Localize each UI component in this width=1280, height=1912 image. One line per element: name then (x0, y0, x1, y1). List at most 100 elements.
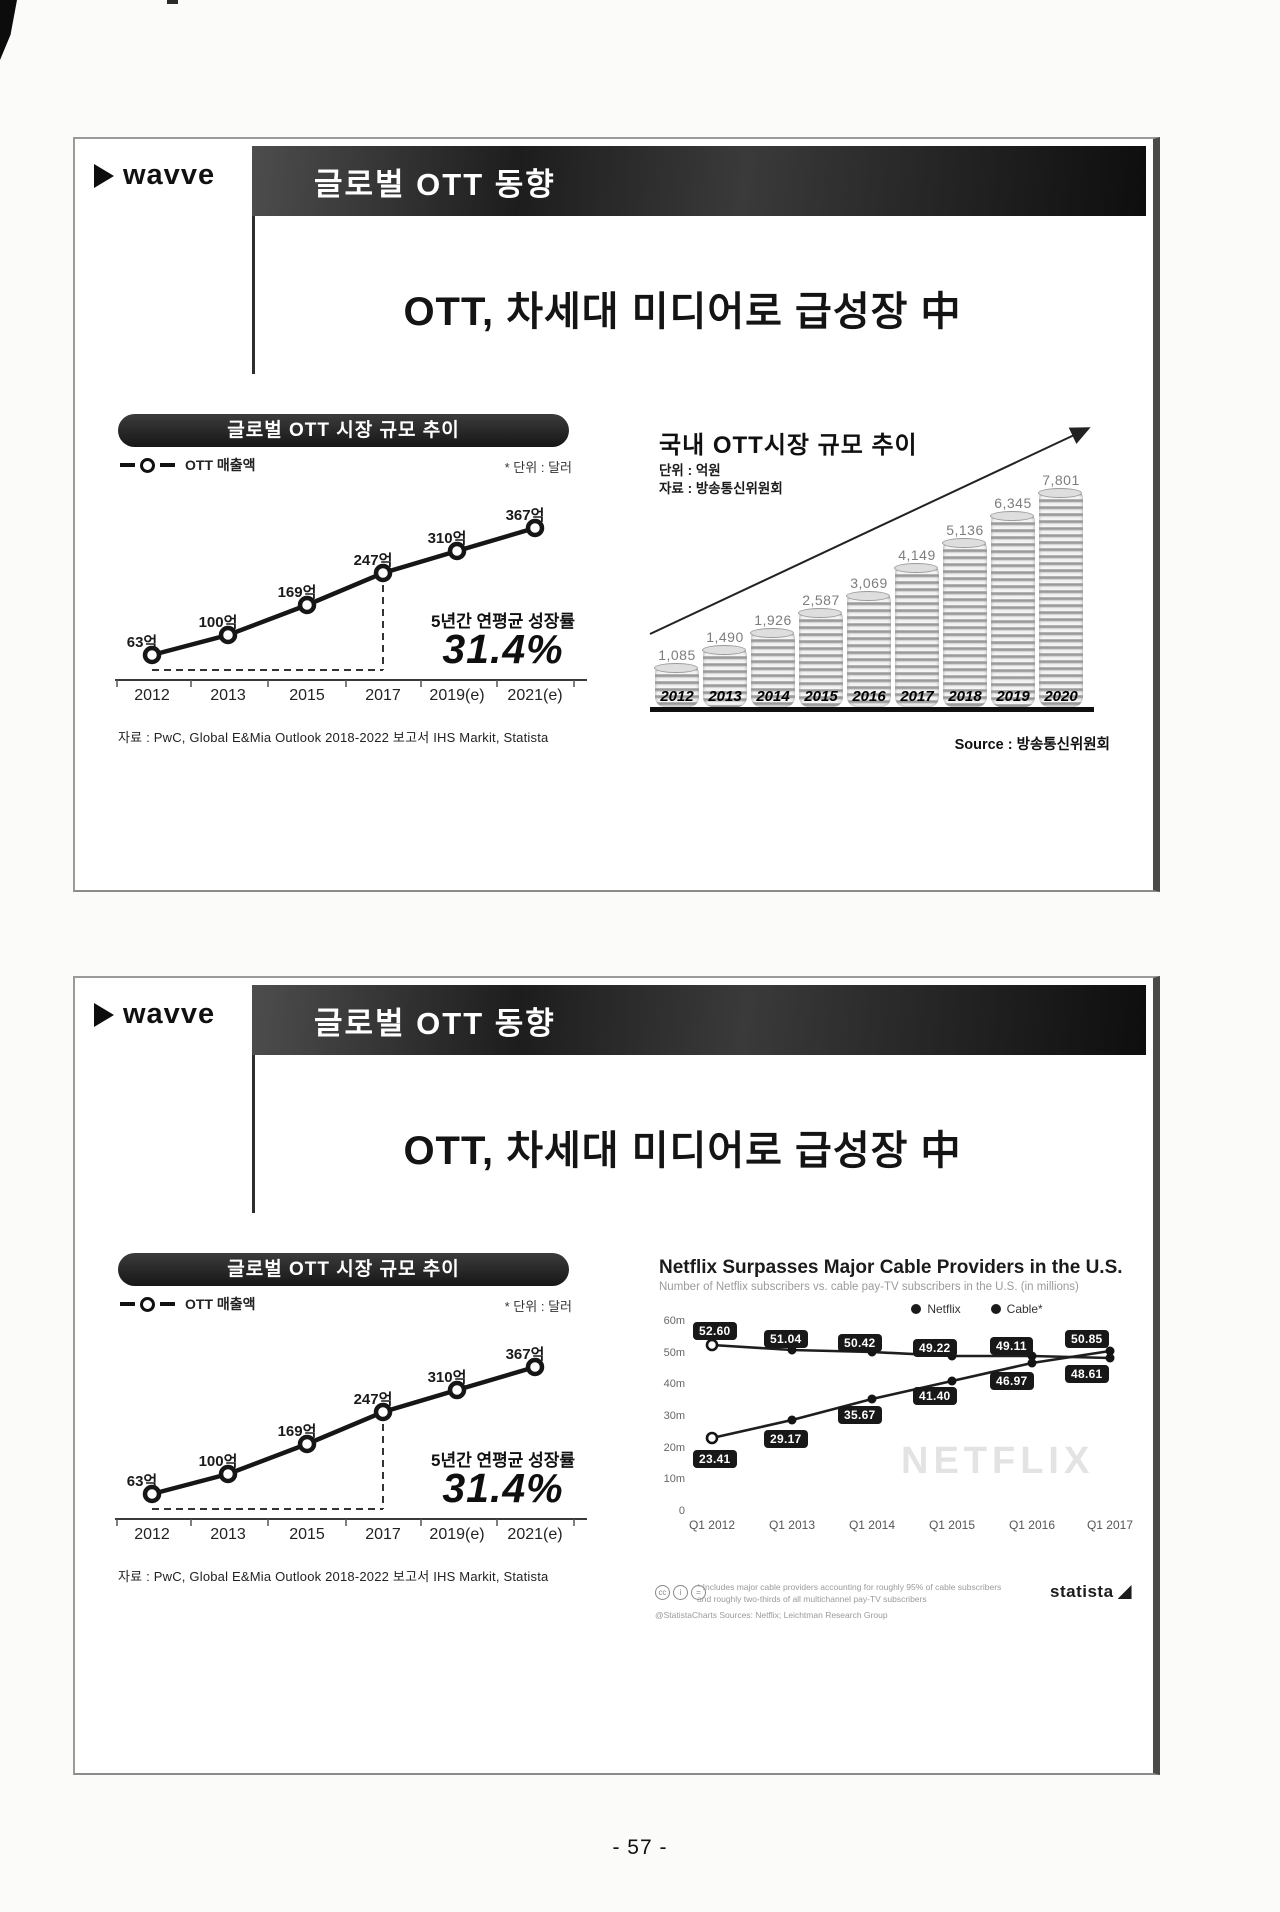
domestic-chart-source: Source : 방송통신위원회 (954, 737, 1110, 753)
y-axis-label: 0 (678, 1505, 685, 1517)
bar-value: 1,085 (658, 647, 696, 663)
bar-year: 2017 (900, 688, 934, 705)
legend-circle-icon (140, 457, 155, 473)
bar-value: 4,149 (898, 547, 936, 563)
unit-note: * 단위 : 달러 (504, 460, 572, 475)
play-icon (94, 1002, 114, 1027)
domestic-chart-source-note: 자료 : 방송통신위원회 (659, 481, 783, 496)
data-label: 310억 (427, 530, 467, 547)
coin-bar-2012 (654, 663, 699, 707)
wavve-logo-text: wavve (123, 998, 216, 1030)
legend-line-icon (160, 463, 175, 467)
y-axis-label: 30m (663, 1410, 685, 1422)
bar-value: 7,801 (1042, 472, 1080, 488)
coin-bar-2013 (702, 645, 747, 707)
cc-by-icon: i (673, 1585, 688, 1600)
legend-label: Netflix (927, 1302, 961, 1316)
scan-artifact-top (167, 0, 178, 4)
footnote-line2: and roughly two-thirds of all multichann… (697, 1594, 927, 1604)
cc-nd-icon: = (691, 1585, 706, 1600)
coin-cap (750, 628, 794, 638)
coin-cap (1038, 488, 1082, 498)
global-chart-title-pill: 글로벌 OTT 시장 규모 추이 (118, 414, 569, 447)
wavve-logo: wavve (94, 159, 215, 192)
netflix-value-chip: 50.85 (1065, 1330, 1109, 1348)
cagr-caption: 5년간 연평균 성장률 (430, 1451, 576, 1470)
slide-header-title: 글로벌 OTT 동향 (314, 1005, 556, 1041)
bar-value: 5,136 (946, 522, 984, 538)
x-axis-label: 2013 (210, 1526, 246, 1543)
cc-license-icons: cc i = (655, 1585, 706, 1600)
legend-series-label: OTT 매출액 (185, 457, 256, 473)
x-axis-label: 2012 (134, 687, 170, 704)
cagr-value: 31.4% (442, 626, 564, 672)
legend-line-icon (120, 1302, 135, 1306)
legend-label: Cable* (1006, 1302, 1043, 1316)
slide-header-bar: 글로벌 OTT 동향 (252, 146, 1146, 216)
cable-value-chip: 52.60 (693, 1322, 737, 1340)
netflix-chart-legend: Netflix Cable* (837, 1302, 1117, 1316)
x-axis-label: 2021(e) (507, 1526, 563, 1543)
data-label: 247억 (353, 552, 393, 569)
coin-cap (702, 645, 746, 655)
netflix-value-chip: 41.40 (913, 1387, 957, 1405)
data-label: 367억 (505, 1346, 545, 1363)
cable-value-chip: 49.11 (990, 1337, 1033, 1355)
x-axis-label: 2019(e) (429, 1526, 485, 1543)
header-accent-line (252, 1055, 255, 1213)
x-axis-label: Q1 2017 (1086, 1518, 1134, 1532)
data-label: 169억 (277, 1423, 317, 1440)
coin-bar-2015 (798, 608, 843, 707)
domestic-chart-title: 국내 OTT시장 규모 추이 (659, 432, 918, 459)
bar-year: 2018 (948, 688, 982, 705)
coin-cap (798, 608, 842, 618)
x-axis-label: Q1 2014 (848, 1518, 896, 1532)
slide-header-bar: 글로벌 OTT 동향 (252, 985, 1146, 1055)
x-axis-label: Q1 2016 (1008, 1518, 1056, 1532)
y-axis-label: 40m (663, 1378, 685, 1390)
netflix-chart-title: Netflix Surpasses Major Cable Providers … (659, 1257, 1123, 1278)
wavve-logo-text: wavve (123, 159, 216, 191)
coin-cap (990, 511, 1034, 521)
cable-value-chip: 51.04 (764, 1330, 808, 1348)
slide-main-title: OTT, 차세대 미디어로 급성장 中 (403, 1129, 962, 1173)
bar-year: 2014 (756, 688, 790, 705)
domestic-chart-unit: 단위 : 억원 (659, 463, 721, 478)
legend-item-netflix: Netflix (911, 1302, 961, 1316)
data-label: 100억 (198, 614, 238, 631)
cable-dot-icon (990, 1304, 1001, 1314)
coin-cap (846, 591, 890, 601)
unit-note: * 단위 : 달러 (504, 1299, 572, 1314)
netflix-dot-icon (911, 1304, 922, 1314)
netflix-chart-subtitle: Number of Netflix subscribers vs. cable … (659, 1281, 1079, 1293)
cable-value-chip: 50.42 (838, 1334, 882, 1352)
x-axis-label: Q1 2013 (768, 1518, 816, 1532)
scan-artifact-corner (0, 0, 17, 60)
global-chart-legend: OTT 매출액 (120, 455, 256, 475)
bar-year: 2012 (660, 688, 694, 705)
x-axis-label: 2013 (210, 687, 246, 704)
x-axis-label: 2015 (289, 1526, 325, 1543)
data-label: 310억 (427, 1369, 467, 1386)
slide-global-ott-trend-2: wavve 글로벌 OTT 동향 OTT, 차세대 미디어로 급성장 中 글로벌… (73, 976, 1160, 1775)
netflix-value-chip: 46.97 (990, 1372, 1034, 1390)
statista-credit: @StatistaCharts Sources: Netflix; Leicht… (655, 1610, 888, 1620)
bar-year: 2013 (708, 688, 742, 705)
footnote-line1: * Includes major cable providers account… (697, 1582, 1002, 1592)
x-axis-label: 2017 (365, 687, 401, 704)
x-axis-label: Q1 2012 (688, 1518, 736, 1532)
coin-bar-2019 (990, 511, 1035, 707)
page-number: - 57 - (612, 1836, 668, 1859)
statista-logo-mark (1117, 1585, 1132, 1599)
slide-header-title: 글로벌 OTT 동향 (314, 166, 556, 202)
x-axis-label: 2019(e) (429, 687, 485, 704)
play-icon (94, 163, 114, 188)
coin-bar-2020 (1038, 488, 1083, 707)
x-axis-label: Q1 2015 (928, 1518, 976, 1532)
bar-value: 1,926 (754, 612, 792, 628)
data-label: 100억 (198, 1453, 238, 1470)
global-chart-title-pill: 글로벌 OTT 시장 규모 추이 (118, 1253, 569, 1286)
slide-global-ott-trend-1: wavve 글로벌 OTT 동향 OTT, 차세대 미디어로 급성장 中 글로벌… (73, 137, 1160, 892)
data-label: 169억 (277, 584, 317, 601)
